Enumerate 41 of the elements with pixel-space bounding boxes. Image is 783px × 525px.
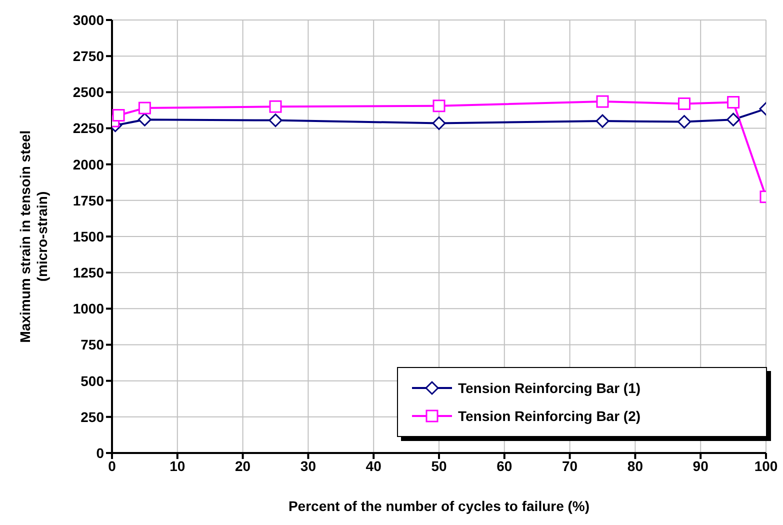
point: [268, 114, 282, 128]
point: [432, 100, 446, 112]
x-tick-label: 60: [496, 458, 512, 474]
y-tick-label: 2750: [72, 48, 104, 64]
y-tick-label: 1750: [72, 192, 104, 208]
y-tick-label: 2250: [72, 120, 104, 136]
point: [726, 112, 740, 126]
point: [269, 100, 282, 113]
point: [432, 116, 446, 130]
y-tick-label: 2000: [72, 156, 104, 172]
point: [596, 114, 610, 128]
x-axis-title: Percent of the number of cycles to failure (%): [288, 498, 590, 514]
x-tick-label: 30: [300, 458, 316, 474]
x-tick-label: 40: [366, 458, 382, 474]
x-tick-label: 70: [562, 458, 578, 474]
point: [112, 109, 125, 122]
y-tick-label: 500: [80, 372, 104, 389]
y-tick-label: 750: [80, 336, 104, 353]
y-tick-label: 1250: [72, 264, 104, 281]
x-tick-label: 10: [170, 458, 186, 474]
x-tick-label: 80: [627, 458, 644, 474]
y-axis-title: Maximum strain in tensoin steel (micro-strain): [17, 130, 50, 343]
legend-label: Tension Reinforcing Bar (1): [458, 380, 641, 396]
y-tick-label: 2500: [72, 84, 104, 100]
point: [138, 102, 151, 114]
x-tick-label: 50: [431, 458, 447, 474]
x-tick-label: 0: [108, 458, 116, 474]
point: [678, 97, 690, 110]
point: [138, 112, 152, 126]
y-tick-label: 1000: [72, 300, 104, 317]
x-tick-label: 90: [692, 458, 709, 474]
y-tick-label: 250: [80, 408, 104, 425]
y-tick-label: 3000: [72, 12, 104, 28]
x-tick-label: 100: [754, 458, 778, 474]
y-tick-label: 1500: [72, 228, 104, 244]
point: [596, 95, 609, 108]
point: [727, 96, 740, 109]
x-tick-label: 20: [235, 458, 251, 474]
point: [678, 115, 691, 129]
legend-label: Tension Reinforcing Bar (2): [458, 408, 641, 424]
y-tick-label: 0: [96, 444, 104, 461]
